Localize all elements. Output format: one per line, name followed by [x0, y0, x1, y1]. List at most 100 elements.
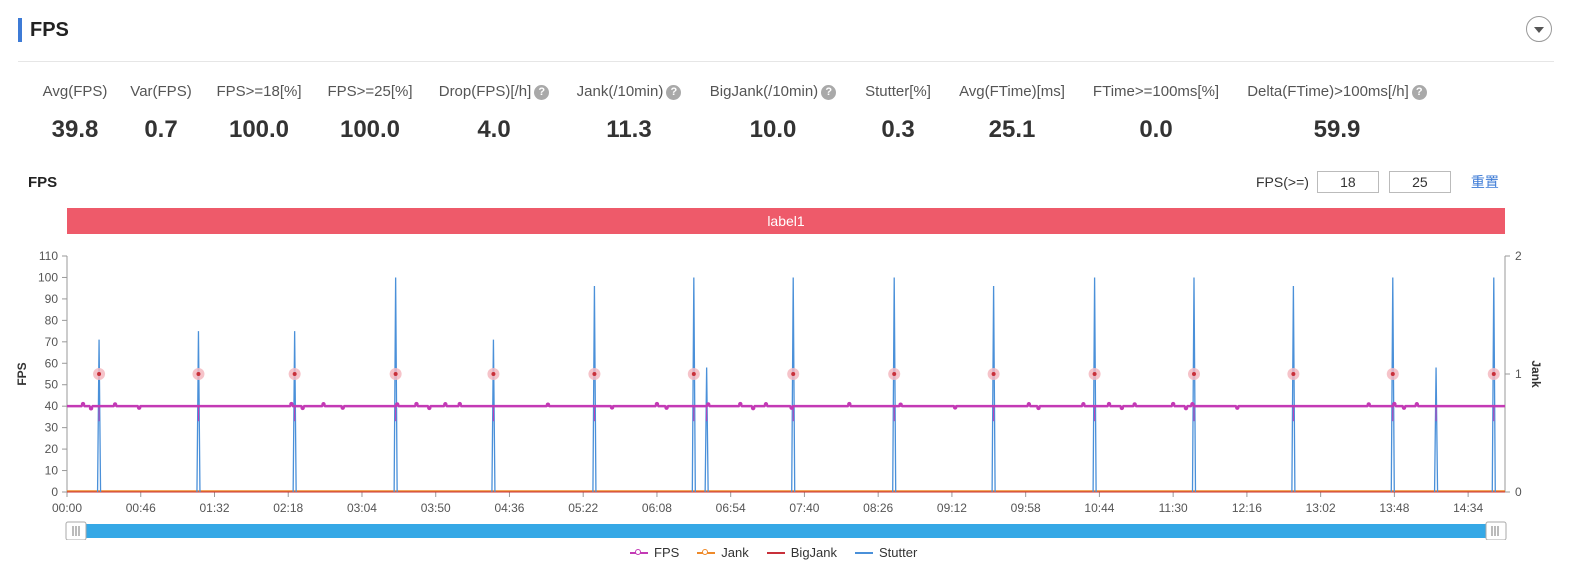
y-tick-label: 30	[45, 421, 59, 435]
x-tick-label: 02:18	[273, 501, 303, 515]
stutter-spike	[292, 331, 297, 493]
fps-point	[289, 401, 294, 407]
fps-point	[763, 402, 769, 407]
y-tick-label: 90	[45, 292, 59, 306]
fps-series-line	[67, 401, 1505, 411]
y-tick-label: 60	[45, 356, 59, 370]
fps-threshold-high-input[interactable]	[1388, 171, 1451, 193]
metric-label: Delta(FTime)>100ms[/h]?	[1247, 82, 1427, 102]
help-icon[interactable]: ?	[1411, 84, 1427, 100]
metric-label-text: Stutter[%]	[865, 83, 931, 100]
legend-swatch-jank	[697, 548, 716, 555]
stutter-spike	[1491, 277, 1496, 493]
fps-filter-label: FPS(>=)	[1256, 174, 1309, 190]
metric-value: 59.9	[1313, 116, 1361, 143]
fps-point	[738, 401, 743, 407]
x-tick-label: 10:44	[1084, 501, 1114, 515]
legend-item-fps[interactable]: FPS	[630, 545, 679, 560]
fps-point	[1132, 402, 1137, 407]
help-icon[interactable]: ?	[534, 84, 550, 100]
y-tick-label: 10	[45, 464, 59, 478]
fps-threshold-low-input[interactable]	[1316, 171, 1379, 193]
x-tick-label: 09:58	[1011, 501, 1041, 515]
collapse-toggle-button[interactable]	[1526, 16, 1552, 42]
title-accent-bar	[18, 18, 22, 42]
zoom-slider-right-handle[interactable]	[1485, 521, 1507, 540]
metric-9: FTime>=100ms[%] 0.0	[1066, 82, 1246, 144]
fps-point	[609, 405, 615, 410]
metric-value: 11.3	[606, 116, 652, 143]
x-tick-label: 13:48	[1379, 501, 1409, 515]
y-axis-label: FPS	[15, 362, 29, 385]
metric-value: 0.3	[881, 116, 915, 143]
label-band: label1	[67, 208, 1505, 234]
jank-marker-dot	[592, 372, 597, 376]
fps-point	[300, 405, 305, 411]
metric-label: BigJank(/10min)?	[683, 82, 863, 102]
header-divider	[18, 61, 1554, 62]
jank-marker-dot	[892, 372, 897, 376]
fps-point	[1081, 402, 1086, 407]
fps-threshold-filter: FPS(>=) 重置	[1256, 170, 1499, 194]
reset-button[interactable]: 重置	[1470, 174, 1499, 190]
legend-item-bigjank[interactable]: BigJank	[766, 545, 838, 560]
metric-2: FPS>=18[%] 100.0	[169, 82, 349, 144]
fps-point	[706, 402, 711, 407]
legend-label-stutter: Stutter	[879, 545, 918, 560]
metric-label: Avg(FPS)	[0, 82, 165, 102]
fps-point	[545, 402, 551, 407]
metric-5: Jank(/10min)? 11.3	[539, 82, 719, 144]
metric-value: 4.0	[477, 116, 511, 143]
fps-point	[457, 401, 462, 407]
y-tick-label: 0	[51, 485, 58, 499]
stutter-spike	[592, 286, 597, 493]
metric-4: Drop(FPS)[/h]? 4.0	[404, 82, 584, 144]
stutter-spike	[393, 277, 398, 493]
fps-point	[1106, 401, 1112, 407]
fps-point	[1119, 405, 1125, 411]
fps-point	[88, 406, 94, 411]
chart-legend: FPS Jank BigJank Stutter	[630, 545, 935, 560]
metric-label-text: FTime>=100ms[%]	[1092, 83, 1220, 100]
metric-label: Avg(FTime)[ms]	[922, 82, 1102, 102]
fps-point	[1190, 402, 1195, 407]
legend-label-bigjank: BigJank	[790, 545, 838, 560]
x-tick-label: 03:04	[347, 501, 377, 515]
zoom-slider-track[interactable]	[67, 524, 1505, 538]
section-title: FPS	[30, 19, 69, 41]
y-tick-label: 100	[38, 270, 58, 284]
fps-point	[789, 405, 794, 410]
metric-7: Stutter[%] 0.3	[808, 82, 988, 144]
stutter-spike	[791, 277, 796, 493]
legend-label-jank: Jank	[721, 545, 749, 560]
stutter-spike	[704, 367, 709, 493]
metric-label-text: Drop(FPS)[/h]	[438, 83, 532, 100]
jank-marker-dot	[1092, 372, 1097, 376]
fps-point	[1392, 401, 1397, 407]
x-tick-label: 07:40	[789, 501, 819, 515]
jank-marker-dot	[1291, 372, 1296, 376]
help-icon[interactable]: ?	[821, 84, 837, 100]
metric-label-text: Delta(FTime)>100ms[/h]	[1247, 83, 1409, 100]
y-tick-label: 40	[45, 399, 59, 413]
legend-item-jank[interactable]: Jank	[697, 545, 749, 560]
x-tick-label: 08:26	[863, 501, 893, 515]
fps-point	[1366, 402, 1371, 407]
legend-swatch-fps	[630, 548, 648, 555]
y2-axis-label: Jank	[1529, 360, 1543, 388]
metric-label-text: BigJank(/10min)	[709, 83, 819, 100]
metric-0: Avg(FPS) 39.8	[0, 82, 165, 144]
help-icon[interactable]: ?	[666, 84, 682, 100]
stutter-spike	[991, 286, 996, 493]
fps-point	[1401, 405, 1407, 410]
fps-point	[664, 405, 669, 410]
jank-marker-dot	[393, 372, 398, 376]
y-tick-label: 70	[45, 335, 59, 349]
stutter-spike	[1390, 277, 1395, 493]
fps-line-chart: 0 10 20 30 40 50 60 70 80 90 100 110 FPS 0 1 2 Jank 00:00…	[15, 249, 1543, 540]
metric-value: 25.1	[988, 116, 1036, 143]
fps-point	[414, 401, 419, 407]
legend-item-stutter[interactable]: Stutter	[855, 545, 917, 560]
metric-label: Stutter[%]	[808, 82, 988, 102]
jank-marker-dot	[1491, 372, 1496, 376]
